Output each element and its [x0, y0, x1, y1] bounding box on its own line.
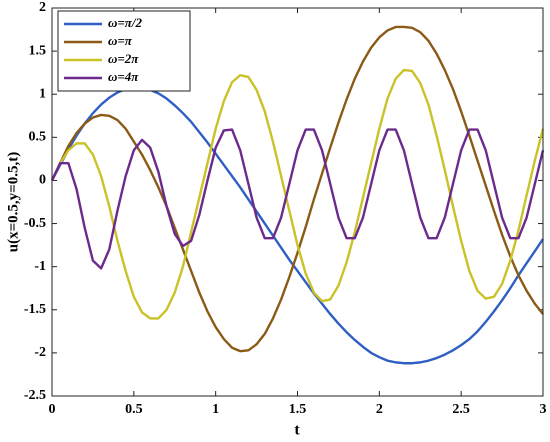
y-tick-label: 1	[39, 86, 46, 101]
series-line	[50, 25, 544, 353]
y-tick-label: 0	[39, 173, 46, 188]
y-tick-label: 2	[39, 0, 46, 15]
y-tick-label: -2	[34, 345, 46, 360]
x-tick-label: 2	[376, 402, 383, 417]
y-tick-label: 1.5	[29, 43, 47, 58]
x-tick-label: 3	[540, 402, 547, 417]
y-tick-label: -1.5	[24, 302, 46, 317]
legend-label: ω=4π	[108, 69, 139, 84]
legend: ω=π/2 ω=π ω=2π ω=4π	[57, 10, 191, 92]
x-tick-label: 0.5	[125, 402, 143, 417]
y-tick-label: -2.5	[24, 388, 46, 403]
legend-label: ω=π/2	[108, 15, 143, 30]
x-tick-label: 2.5	[452, 402, 470, 417]
x-tick-label: 1	[212, 402, 219, 417]
y-tick-label: -1	[34, 259, 46, 274]
legend-label: ω=π	[108, 33, 133, 48]
legend-label: ω=2π	[108, 51, 139, 66]
y-tick-label: 0.5	[29, 130, 47, 145]
series-line	[50, 128, 545, 270]
y-axis-label: u(x=0.5,y=0.5,t)	[5, 152, 21, 252]
x-tick-label: 0	[49, 402, 56, 417]
series-line	[50, 68, 545, 320]
x-tick-label: 1.5	[289, 402, 307, 417]
y-tick-label: -0.5	[24, 216, 46, 231]
plot-frame	[51, 7, 544, 397]
x-axis-label: t	[294, 422, 300, 439]
